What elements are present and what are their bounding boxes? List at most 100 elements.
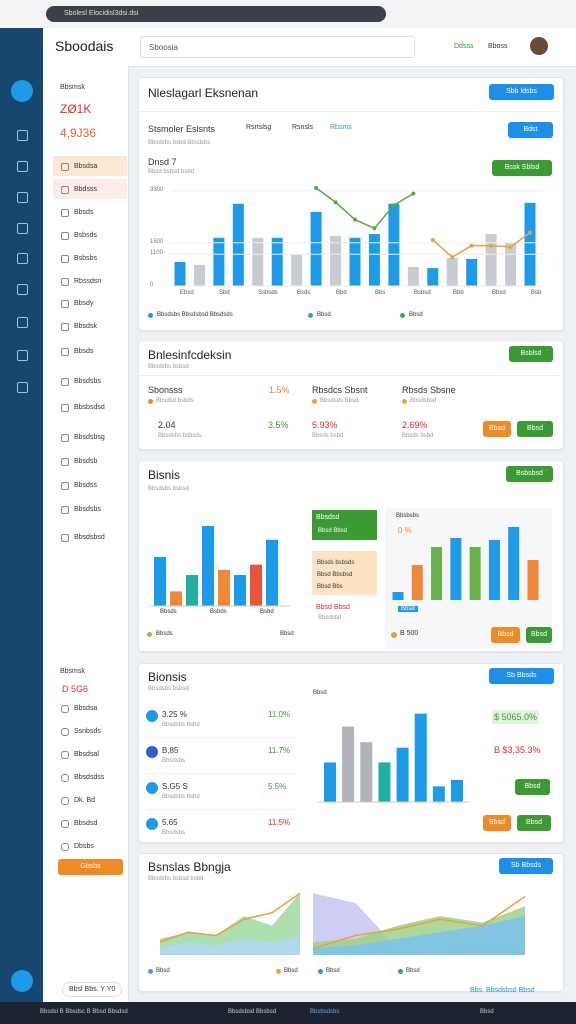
sidebar-stat: ZØ1K: [60, 102, 92, 116]
item-icon: [61, 348, 69, 356]
menu-item[interactable]: Bbsdy: [74, 300, 94, 307]
menu-item[interactable]: Bbsbsdsd: [74, 404, 105, 411]
item-note: Bbsdsbs: [162, 758, 186, 764]
taskbar-item[interactable]: Bbsdsl B Bbsdsc B Bbsd Bbsdsd: [40, 1009, 128, 1015]
sidebar-footer: Bbsl Bbs. Y Y0: [62, 982, 123, 997]
search[interactable]: Sboosia: [140, 36, 415, 58]
item-icon: [61, 434, 69, 442]
tab[interactable]: Rbsms: [330, 124, 352, 131]
menu-item[interactable]: Bbsdsal: [74, 751, 99, 758]
button[interactable]: Sb Bbsds: [499, 858, 553, 874]
button[interactable]: Bbsd: [515, 779, 550, 795]
menu-item[interactable]: Rbssdsn: [74, 278, 102, 285]
url-bar[interactable]: Sbolesl Elocidisl3dsi.dsi: [46, 6, 386, 22]
taskbar-item[interactable]: Bbsdsbsd Bbsbsd: [228, 1009, 277, 1015]
header-link[interactable]: Bboss: [488, 43, 508, 50]
avatar[interactable]: [530, 37, 548, 55]
green-box: Bbsdsd: [312, 510, 377, 540]
button[interactable]: Bssk Sblsd: [492, 160, 552, 176]
button[interactable]: Bbsd: [491, 627, 520, 643]
x-tick-label: Ebsd: [180, 290, 194, 296]
button[interactable]: Bsblsd: [509, 346, 553, 362]
menu-item[interactable]: Bbsdsa: [74, 163, 98, 170]
item-icon: [61, 458, 69, 466]
item-bg: [53, 179, 127, 199]
button[interactable]: Gbsbs: [58, 859, 123, 875]
x-tick-label: Bsbsd: [414, 290, 431, 296]
button[interactable]: Bbsd: [517, 421, 553, 437]
item-icon: [61, 300, 69, 308]
menu-item[interactable]: Bbsds: [74, 209, 94, 216]
legend-label: Bbsd: [284, 968, 298, 974]
button[interactable]: Sbb ldsbs: [489, 84, 554, 100]
menu-item[interactable]: Ssnbsds: [74, 728, 101, 735]
divider: [146, 737, 296, 738]
legend-swatch: [318, 969, 323, 974]
check: [146, 710, 158, 722]
button[interactable]: Bbsd: [517, 815, 551, 831]
menu-item[interactable]: Bbsdsk: [74, 323, 97, 330]
orange-box-text: Bbsd Bbsbsd: [317, 572, 353, 578]
item-icon: [61, 323, 69, 331]
button[interactable]: Bbsd: [526, 627, 552, 643]
legend-swatch: [400, 313, 405, 318]
y-tick-label: 1100: [150, 250, 163, 257]
taskbar-item[interactable]: Bbsbsdsbs: [310, 1009, 340, 1015]
x-tick-label: Bsbds: [210, 609, 227, 615]
y-tick-label: 1500: [150, 238, 164, 245]
caption: Bbsdsbs bsbsd: [148, 486, 189, 492]
menu-item[interactable]: Bbdsss: [74, 186, 97, 193]
stat-dot: [312, 399, 317, 404]
menu-item[interactable]: Bbsdsbs: [74, 506, 101, 513]
menu-item[interactable]: Bbsdsa: [74, 705, 98, 712]
item-icon: [61, 404, 69, 412]
menu-item[interactable]: Bsbsds: [74, 232, 97, 239]
item-change: 11.5%: [268, 818, 291, 827]
button[interactable]: Bbsd: [483, 815, 511, 831]
legend-swatch: [147, 632, 152, 637]
menu-item[interactable]: Bbsdsbsg: [74, 434, 105, 441]
legend-swatch: [308, 313, 313, 318]
row-change: 3.5%: [268, 420, 289, 430]
menu-item[interactable]: Bbsdsbs: [74, 378, 101, 385]
tab[interactable]: Rsnsls: [292, 124, 314, 131]
x-tick-label: Sbd: [219, 290, 230, 296]
card-footer: Bbs. Bbsdsbsd Bbsd: [470, 987, 535, 994]
menu-item[interactable]: Dbsbs: [74, 843, 94, 850]
menu-item[interactable]: Bbsdsbsd: [74, 534, 105, 541]
menu-item[interactable]: Dk. Bd: [74, 797, 96, 804]
header-link[interactable]: Ddsss: [454, 43, 474, 50]
legend-label: Bbsd: [406, 968, 420, 974]
logo: Sboodais: [55, 38, 114, 54]
legend-swatch: [391, 632, 397, 638]
rail-icon: [17, 317, 28, 328]
button[interactable]: Bdst: [508, 122, 553, 138]
button[interactable]: Bbsd: [483, 421, 511, 437]
item-value: B,85: [162, 746, 179, 755]
item-change: 11.7%: [268, 746, 291, 755]
item-icon: [61, 186, 69, 194]
tab[interactable]: Rsrtslsg: [246, 124, 272, 131]
legend-label: Bbsd: [409, 312, 423, 318]
item-value: 5.65: [162, 818, 178, 827]
taskbar-item[interactable]: Bbsd: [480, 1009, 494, 1015]
check: [146, 782, 158, 794]
legend-label: Bbsd: [156, 968, 170, 974]
sidebar-title: Bbsmsk: [60, 84, 85, 91]
stat-dot: [402, 399, 407, 404]
button[interactable]: Sb Bbsds: [489, 668, 554, 684]
menu-item[interactable]: Bbsdsd: [74, 820, 98, 827]
menu-item[interactable]: Bsbsbs: [74, 255, 97, 262]
card-title: Bsnslas Bbngja: [148, 860, 231, 874]
menu-item[interactable]: Bbsdsdss: [74, 774, 105, 781]
menu-item[interactable]: Bbsds: [74, 348, 94, 355]
menu-item[interactable]: Bbsdsb: [74, 458, 98, 465]
rail-icon: [17, 382, 28, 393]
item-note: Bbsdsbs: [162, 830, 186, 836]
row-value: 5.93%: [312, 420, 338, 430]
item-icon: [61, 774, 69, 782]
button[interactable]: Bsbsbsd: [506, 466, 553, 482]
x-tick-label: Bbs: [375, 290, 386, 296]
menu-item[interactable]: Bbsdss: [74, 482, 97, 489]
